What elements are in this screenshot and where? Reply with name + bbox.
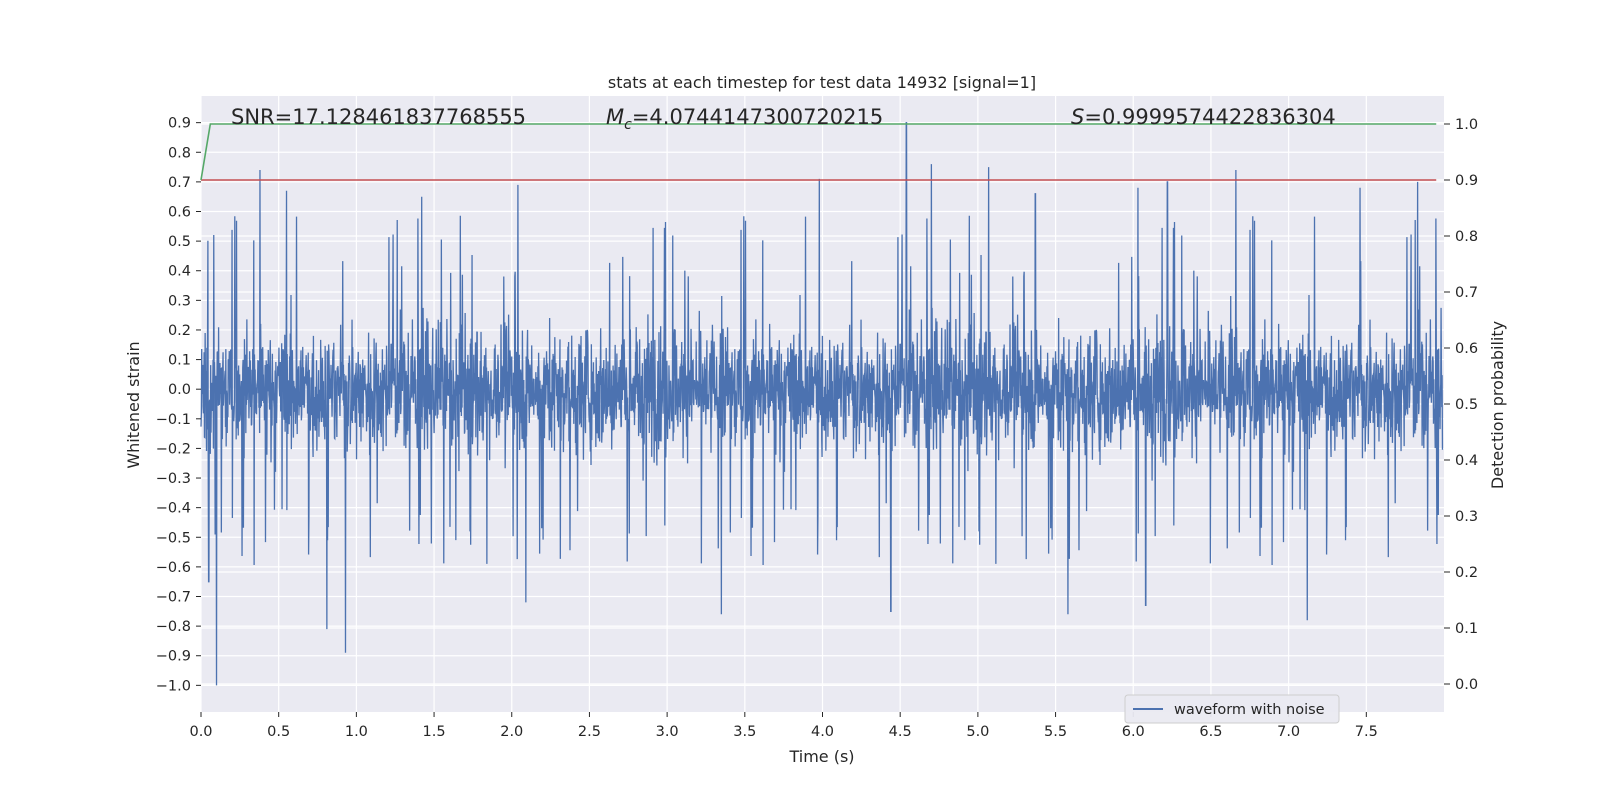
y-tick-label: −0.8 <box>156 619 191 635</box>
x-tick-label: 5.5 <box>1044 724 1067 740</box>
y-tick-label: 0.2 <box>168 323 191 339</box>
y2-tick-label: 0.7 <box>1455 285 1478 301</box>
x-tick-label: 7.0 <box>1277 724 1300 740</box>
y-tick-label: 0.3 <box>168 293 191 309</box>
y-tick-label: −0.5 <box>156 530 191 546</box>
y-tick-label: −0.9 <box>156 649 191 665</box>
y2-ticks: 1.0 0.9 0.8 0.7 0.6 0.5 0.4 0.3 0.2 0.1 0.0 <box>1444 117 1478 693</box>
x-tick-label: 2.5 <box>578 724 601 740</box>
chirp-mass-value: =4.0744147300720215 <box>632 105 883 129</box>
x-tick-label: 2.0 <box>500 724 523 740</box>
y2-tick-label: 1.0 <box>1455 117 1478 133</box>
y-ticks: 0.9 0.8 0.7 0.6 0.5 0.4 0.3 0.2 0.1 0.0 −0.1 −0.2 −0… <box>156 116 201 694</box>
s-value: =0.9999574422836304 <box>1084 105 1335 129</box>
x-axis-label: Time (s) <box>788 747 854 766</box>
x-tick-label: 7.5 <box>1355 724 1378 740</box>
y-tick-label: −0.7 <box>156 590 191 606</box>
x-tick-label: 0.5 <box>267 724 290 740</box>
x-tick-label: 3.0 <box>656 724 679 740</box>
y2-tick-label: 0.4 <box>1455 453 1478 469</box>
snr-annotation: SNR=17.128461837768555 <box>231 105 526 129</box>
y2-tick-label: 0.1 <box>1455 621 1478 637</box>
y-tick-label: −0.2 <box>156 441 191 457</box>
chirp-mass-symbol: M <box>606 105 624 129</box>
y2-tick-label: 0.9 <box>1455 173 1478 189</box>
legend-label: waveform with noise <box>1174 702 1325 718</box>
y-tick-label: 0.7 <box>168 175 191 191</box>
x-ticks: 0.0 0.5 1.0 1.5 2.0 2.5 3.0 3.5 4.0 4.5 5.0 5.5 6.0 6… <box>189 712 1378 740</box>
probability-line <box>200 123 1437 181</box>
waveform-series <box>200 122 1444 686</box>
chirp-mass-annotation: Mc=4.0744147300720215 <box>606 105 883 133</box>
x-tick-label: 4.5 <box>889 724 912 740</box>
y-tick-label: 0.4 <box>168 264 191 280</box>
x-tick-label: 5.0 <box>966 724 989 740</box>
y-tick-label: −1.0 <box>156 678 191 694</box>
y-tick-label: −0.4 <box>156 501 191 517</box>
y-tick-label: 0.9 <box>168 116 191 132</box>
y-tick-label: 0.1 <box>168 353 191 369</box>
y-tick-label: 0.6 <box>168 205 191 221</box>
y-tick-label: 0.5 <box>168 234 191 250</box>
y2-tick-label: 0.3 <box>1455 509 1478 525</box>
x-tick-label: 3.5 <box>733 724 756 740</box>
x-tick-label: 4.0 <box>811 724 834 740</box>
y-tick-label: −0.3 <box>156 471 191 487</box>
x-tick-label: 6.5 <box>1199 724 1222 740</box>
x-tick-label: 1.0 <box>345 724 368 740</box>
y-tick-label: 0.8 <box>168 145 191 161</box>
y2-axis-label: Detection probability <box>1488 321 1507 489</box>
legend: waveform with noise <box>1124 694 1340 724</box>
s-symbol: S <box>1071 105 1084 129</box>
probability-series <box>200 123 1437 181</box>
y-tick-label: −0.6 <box>156 560 191 576</box>
y2-tick-label: 0.5 <box>1455 397 1478 413</box>
chirp-mass-subscript: c <box>624 117 632 133</box>
y-tick-label: 0.0 <box>168 382 191 398</box>
y-tick-label: −0.1 <box>156 412 191 428</box>
x-tick-label: 6.0 <box>1122 724 1145 740</box>
y-axis-label: Whitened strain <box>124 341 143 468</box>
y2-tick-label: 0.0 <box>1455 677 1478 693</box>
y2-tick-label: 0.6 <box>1455 341 1478 357</box>
s-annotation: S=0.9999574422836304 <box>1071 105 1336 129</box>
chart-title: stats at each timestep for test data 149… <box>608 73 1036 92</box>
waveform-line <box>200 122 1444 686</box>
y2-tick-label: 0.2 <box>1455 565 1478 581</box>
legend-box <box>1124 694 1340 724</box>
y2-tick-label: 0.8 <box>1455 229 1478 245</box>
x-tick-label: 1.5 <box>423 724 446 740</box>
x-tick-label: 0.0 <box>189 724 212 740</box>
